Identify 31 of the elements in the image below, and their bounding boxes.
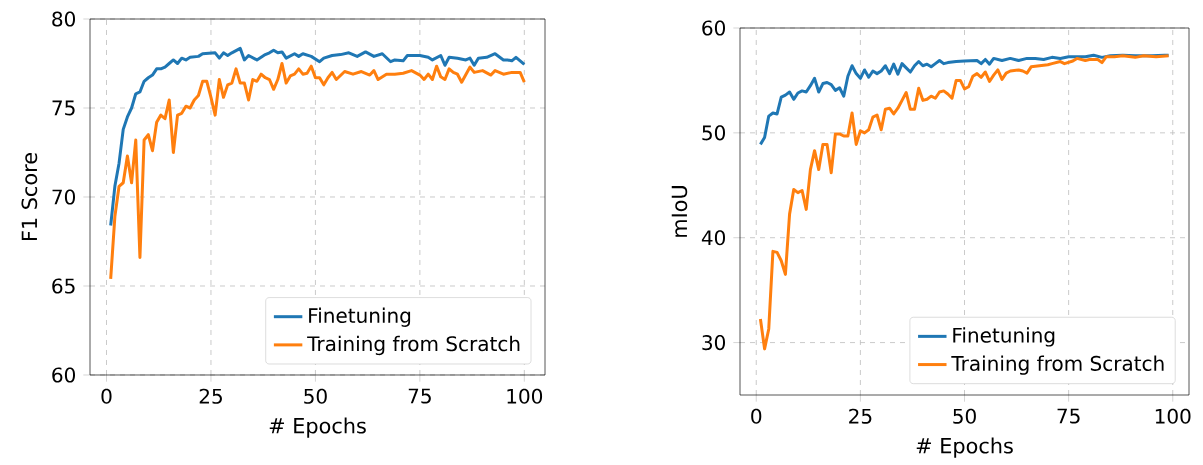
y-tick-label: 65 <box>52 278 75 294</box>
legend-label: Training from Scratch <box>307 335 520 356</box>
x-axis-title: # Epochs <box>916 437 1013 458</box>
x-tick-label: 75 <box>1057 408 1080 424</box>
line-series <box>109 62 526 281</box>
y-tick-label: 75 <box>52 100 75 116</box>
x-tick-label: 0 <box>751 408 762 424</box>
y-tick-label: 30 <box>702 335 726 351</box>
x-tick-label: 50 <box>953 408 976 424</box>
x-tick-label: 25 <box>199 388 222 404</box>
y-axis-title: mIoU <box>671 186 688 237</box>
line-series <box>758 54 1171 351</box>
y-tick-label: 40 <box>701 230 726 246</box>
line-series <box>109 46 526 227</box>
line-series <box>758 53 1171 146</box>
legend-label: Training from Scratch <box>951 355 1164 375</box>
x-tick-label: 50 <box>304 388 327 404</box>
x-tick-label: 0 <box>101 388 112 404</box>
y-axis-title: F1 Score <box>21 153 38 241</box>
legend-label: Finetuning <box>309 307 411 327</box>
x-tick-label: 25 <box>849 408 872 424</box>
y-tick-label: 60 <box>52 367 76 383</box>
y-tick-label: 80 <box>52 11 76 27</box>
y-tick-label: 70 <box>52 189 76 205</box>
legend-label: Finetuning <box>953 327 1055 347</box>
y-tick-label: 50 <box>702 125 726 141</box>
x-tick-label: 75 <box>408 388 431 404</box>
y-tick-label: 60 <box>702 20 726 36</box>
x-tick-label: 100 <box>507 388 543 404</box>
x-tick-label: 100 <box>1155 408 1191 424</box>
x-axis-title: # Epochs <box>269 417 366 438</box>
